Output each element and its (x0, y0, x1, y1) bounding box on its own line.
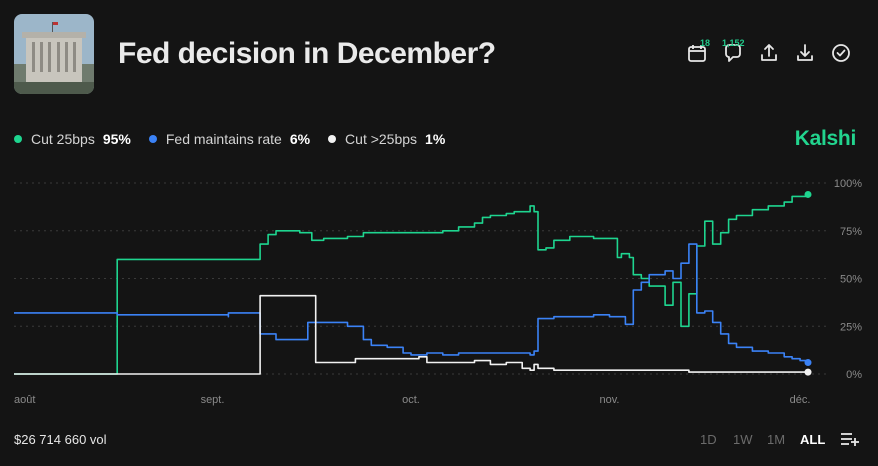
calendar-icon (688, 45, 706, 62)
x-tick-label: oct. (402, 394, 420, 406)
add-series-icon (841, 433, 859, 446)
legend-pct: 95% (102, 131, 131, 147)
range-all-button[interactable]: ALL (800, 432, 826, 447)
calendar-button[interactable] (686, 42, 708, 64)
comments-badge: 1,152 (722, 38, 745, 48)
brand-logo: Kalshi (794, 127, 857, 150)
legend-item-cut-over-25bps[interactable]: Cut >25bps 1% (328, 131, 445, 147)
legend-pct: 1% (425, 131, 446, 147)
add-series-button[interactable] (840, 430, 860, 448)
x-tick-label: déc. (790, 394, 811, 406)
chart-legend: Cut 25bps 95% Fed maintains rate 6% Cut … (14, 131, 463, 147)
download-button[interactable] (794, 42, 816, 64)
x-tick-label: sept. (201, 394, 225, 406)
check-circle-icon (832, 44, 850, 62)
share-icon (761, 44, 777, 61)
series-end-point-3 (804, 368, 812, 376)
download-icon (797, 44, 813, 61)
comments-button[interactable] (722, 42, 744, 64)
x-tick-label: nov. (600, 394, 620, 406)
legend-dot (14, 135, 22, 143)
series-end-point-1 (804, 190, 812, 198)
range-1m-button[interactable]: 1M (767, 432, 786, 447)
market-thumbnail (14, 14, 94, 94)
legend-item-maintains[interactable]: Fed maintains rate 6% (148, 131, 311, 147)
price-chart: 100% 75% 50% 25% 0% août sept. oct. nov. déc. (14, 178, 862, 406)
legend-pct: 6% (289, 131, 311, 147)
legend-label: Fed maintains rate (165, 131, 282, 147)
volume-label: $26 714 660 vol (14, 432, 107, 447)
legend-dot (328, 135, 337, 143)
range-1d-button[interactable]: 1D (700, 432, 717, 447)
check-button[interactable] (830, 42, 852, 64)
page-title: Fed decision in December? (118, 37, 496, 70)
y-tick-label: 50% (840, 274, 862, 286)
series-line-1 (14, 194, 809, 375)
y-tick-label: 0% (846, 369, 862, 381)
calendar-badge: 18 (700, 38, 711, 48)
comment-icon (725, 44, 741, 62)
y-tick-label: 75% (840, 226, 862, 238)
share-button[interactable] (758, 42, 780, 64)
series-end-point-2 (804, 359, 812, 367)
legend-label: Cut >25bps (345, 131, 418, 147)
y-tick-label: 25% (840, 321, 862, 333)
range-1w-button[interactable]: 1W (733, 432, 753, 447)
series-line-3 (14, 294, 808, 375)
legend-dot (148, 135, 157, 143)
legend-label: Cut 25bps (31, 131, 95, 147)
y-tick-label: 100% (834, 178, 862, 190)
series-line-2 (14, 243, 809, 363)
x-tick-label: août (14, 394, 35, 406)
legend-item-cut-25bps[interactable]: Cut 25bps 95% (14, 131, 131, 147)
